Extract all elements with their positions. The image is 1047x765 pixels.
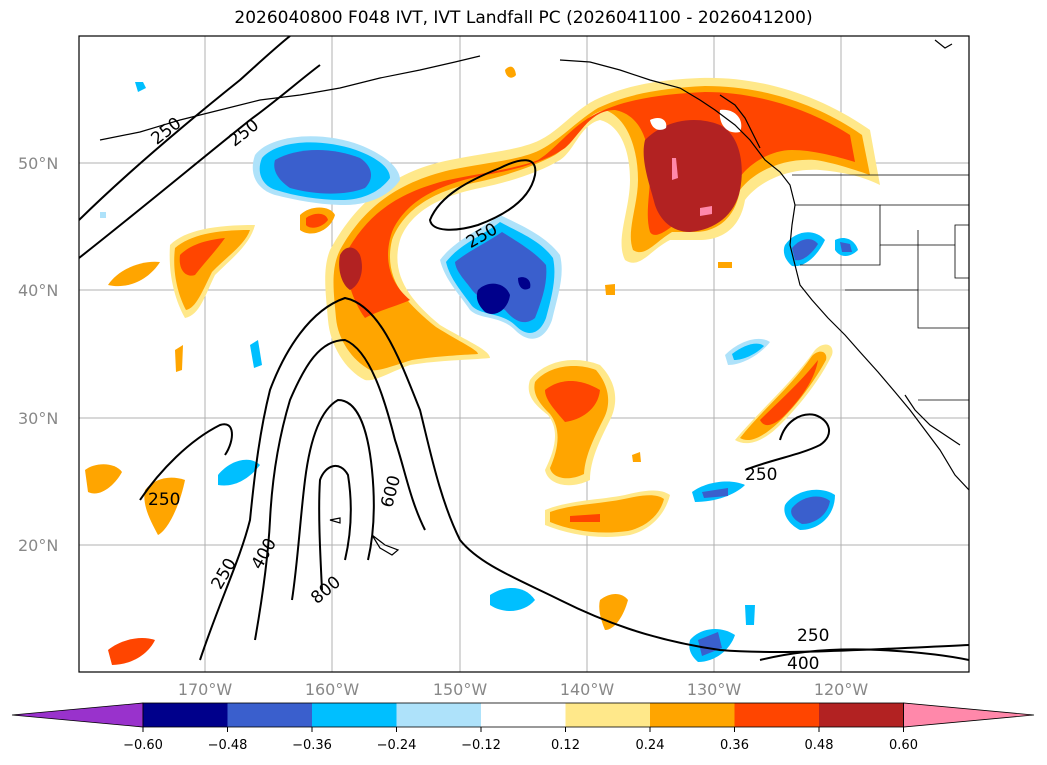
colorbar-segment [481, 703, 566, 727]
colorbar-tick-label: 0.24 [636, 738, 665, 753]
contour-label: 250 [148, 490, 180, 510]
ivt-contours [79, 36, 969, 661]
colorbar-tick-label: −0.48 [208, 738, 248, 753]
lon-label-120w: 120°W [814, 680, 869, 699]
colorbar-tick-label: 0.36 [720, 738, 749, 753]
longitude-labels: 170°W 160°W 150°W 140°W 130°W 120°W [178, 680, 869, 699]
contour-label: 400 [787, 654, 819, 674]
colorbar-extend-high [903, 702, 1035, 728]
lat-label-40n: 40°N [18, 281, 58, 300]
lon-label-170w: 170°W [178, 680, 233, 699]
positive-pc-blobs [85, 66, 833, 665]
lon-label-150w: 150°W [433, 680, 488, 699]
map-plot-area: 250 250 250 250 250 400 600 800 250 250 … [79, 36, 969, 674]
political-borders [792, 174, 969, 401]
colorbar-segment [565, 703, 651, 727]
positive-pc-ar-band [325, 77, 880, 381]
colorbar-segment [650, 703, 735, 727]
contour-label: 250 [797, 626, 829, 646]
colorbar-extend-low [11, 702, 144, 728]
colorbar-tick-label: −0.24 [377, 738, 417, 753]
lon-label-140w: 140°W [560, 680, 615, 699]
map-frame [78, 35, 970, 673]
map-title: 2026040800 F048 IVT, IVT Landfall PC (20… [234, 8, 813, 28]
colorbar-tick-label: −0.36 [292, 738, 332, 753]
lon-label-130w: 130°W [687, 680, 742, 699]
colorbar-tick-label: −0.12 [461, 738, 501, 753]
colorbar-frame [142, 702, 904, 728]
lat-label-20n: 20°N [18, 536, 58, 555]
colorbar-tick-label: 0.48 [805, 738, 834, 753]
latitude-labels: 50°N 40°N 30°N 20°N [18, 154, 58, 555]
colorbar: −0.60 −0.48 −0.36 −0.24 −0.12 0.12 0.24 0.36 0.4… [11, 702, 1035, 753]
colorbar-segment [734, 703, 820, 727]
lat-label-30n: 30°N [18, 409, 58, 428]
coastlines [99, 39, 969, 556]
colorbar-segment [143, 703, 228, 727]
colorbar-tick-label: 0.60 [889, 738, 918, 753]
lon-label-160w: 160°W [305, 680, 360, 699]
colorbar-tick-label: −0.60 [123, 738, 163, 753]
colorbar-segment [312, 703, 397, 727]
colorbar-tick-label: 0.12 [551, 738, 580, 753]
colorbar-segment [819, 703, 904, 727]
negative-pc-blobs [100, 82, 858, 662]
colorbar-segment [396, 703, 482, 727]
lat-label-50n: 50°N [18, 154, 58, 173]
contour-label: 250 [745, 465, 777, 485]
colorbar-segment [227, 703, 313, 727]
